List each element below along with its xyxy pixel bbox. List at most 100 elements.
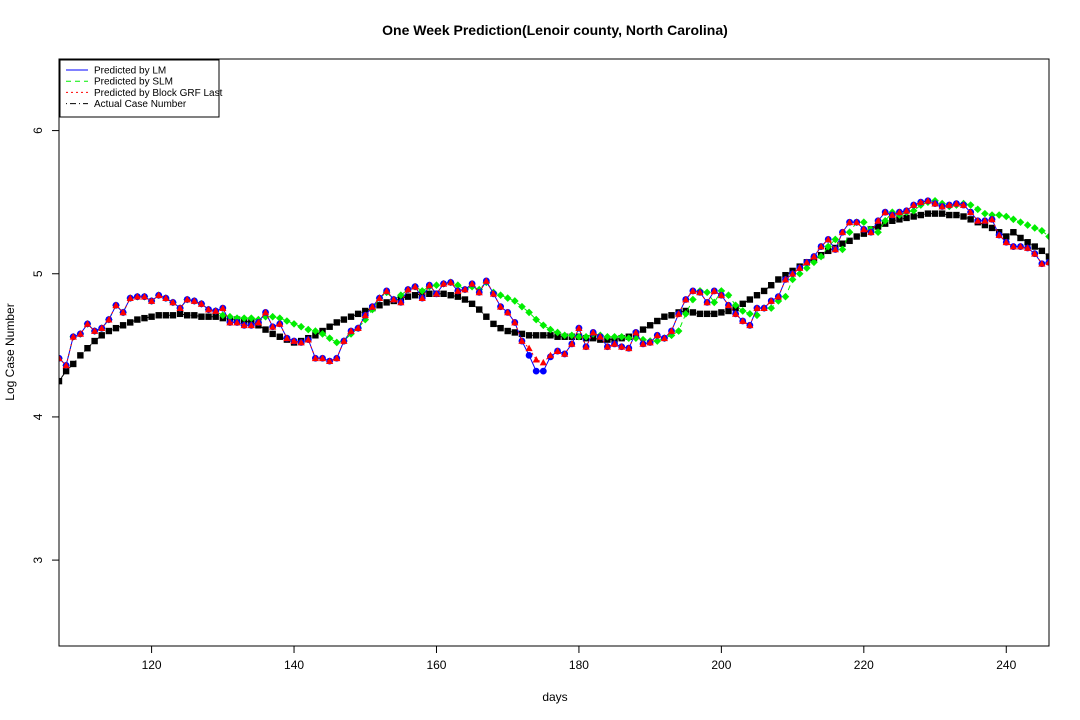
data-point (518, 330, 526, 338)
data-point (297, 338, 305, 346)
data-point (689, 287, 697, 294)
data-point (860, 225, 868, 233)
data-point (1017, 234, 1024, 242)
data-point (190, 297, 198, 304)
data-point (675, 310, 683, 317)
data-point (261, 308, 270, 316)
data-point (325, 334, 334, 342)
data-point (788, 275, 797, 284)
legend-label: Predicted by SLM (94, 77, 173, 88)
data-point (1002, 238, 1010, 246)
data-point (682, 295, 690, 303)
y-tick-label: 6 (31, 127, 45, 134)
data-point (646, 322, 654, 329)
data-point (475, 288, 483, 296)
data-point (105, 327, 113, 335)
data-point (497, 324, 504, 332)
data-point (105, 315, 113, 323)
data-point (860, 230, 868, 237)
series-layer (59, 196, 1049, 385)
x-tick-label: 120 (142, 658, 162, 672)
data-point (383, 287, 391, 294)
data-point (617, 332, 626, 341)
y-tick-label: 3 (31, 556, 45, 563)
data-point (140, 293, 149, 300)
data-point (838, 228, 847, 236)
data-point (775, 276, 782, 283)
data-point (525, 332, 533, 339)
series-predicted-by-lm (59, 197, 1049, 375)
data-point (781, 292, 790, 301)
data-point (924, 210, 932, 217)
data-point (768, 282, 775, 289)
data-point (561, 350, 569, 357)
data-point (860, 218, 868, 227)
data-point (946, 211, 953, 219)
data-point (746, 296, 754, 303)
data-point (205, 313, 212, 320)
data-point (219, 304, 227, 311)
data-point (988, 215, 996, 223)
data-point (483, 313, 490, 320)
data-point (219, 311, 227, 320)
x-tick-label: 180 (569, 658, 589, 672)
data-point (432, 281, 441, 290)
data-point (796, 264, 804, 271)
data-point (560, 331, 569, 340)
data-point (610, 332, 619, 341)
data-point (824, 242, 833, 251)
y-tick-label: 5 (31, 270, 45, 277)
data-point (603, 343, 612, 350)
data-point (973, 205, 982, 214)
data-point (482, 277, 490, 284)
data-point (532, 315, 540, 324)
data-point (553, 347, 562, 354)
data-point (490, 320, 497, 328)
data-point (112, 301, 120, 309)
data-point (917, 198, 925, 206)
data-point (703, 298, 711, 306)
data-point (247, 314, 256, 322)
data-point (795, 269, 804, 278)
data-point (575, 332, 583, 341)
data-point (476, 306, 483, 313)
x-tick-label: 200 (711, 658, 731, 672)
data-point (247, 321, 255, 329)
data-point (91, 327, 99, 334)
series-actual-case-number (59, 210, 1049, 385)
data-point (440, 290, 447, 297)
data-point (311, 354, 320, 362)
data-point (540, 332, 547, 339)
data-point (767, 297, 775, 304)
data-point (889, 217, 896, 224)
data-point (910, 201, 918, 208)
data-point (532, 356, 540, 363)
data-point (624, 334, 633, 342)
data-point (147, 297, 156, 304)
data-point (312, 332, 319, 339)
data-point (511, 318, 519, 326)
data-point (546, 325, 555, 334)
data-point (632, 328, 640, 336)
data-point (724, 291, 733, 300)
data-point (1031, 243, 1038, 250)
data-point (1045, 258, 1049, 266)
legend-label: Actual Case Number (94, 99, 187, 110)
data-point (689, 295, 697, 304)
data-point (931, 200, 939, 207)
data-point (938, 210, 946, 217)
data-point (240, 314, 248, 322)
data-point (375, 294, 384, 301)
data-point (874, 223, 882, 230)
data-point (411, 292, 419, 299)
data-point (639, 340, 647, 347)
data-point (739, 300, 746, 308)
data-point (746, 321, 754, 329)
data-point (660, 334, 668, 342)
data-point (59, 377, 63, 385)
data-point (553, 328, 562, 337)
series-predicted-by-slm (59, 196, 1049, 370)
data-point (568, 340, 576, 347)
data-point (368, 303, 376, 310)
data-point (782, 271, 789, 279)
